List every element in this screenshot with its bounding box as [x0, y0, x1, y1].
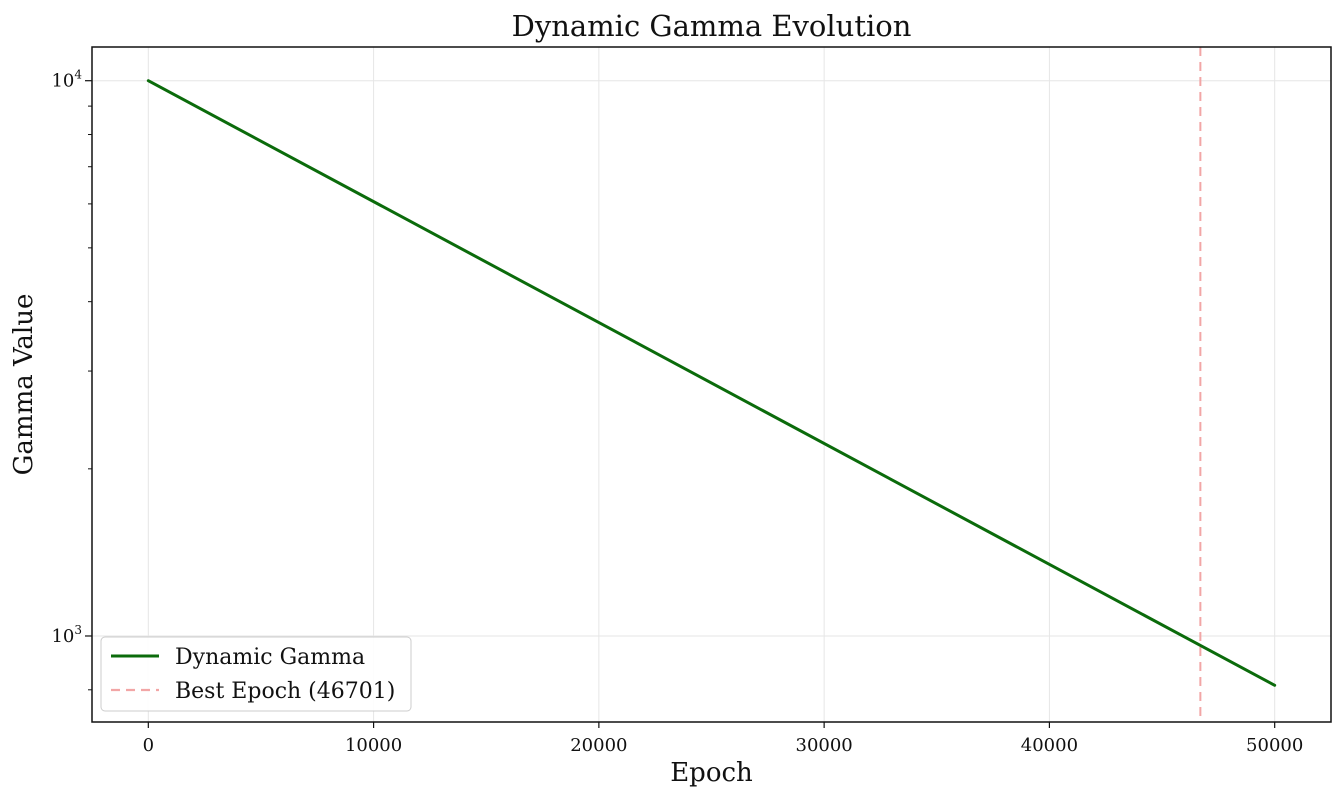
series-layer [146, 79, 1277, 687]
x-ticks: 0 10000 20000 30000 40000 50000 [143, 722, 1303, 756]
legend: Dynamic Gamma Best Epoch (46701) [100, 636, 412, 712]
x-tick-label-5: 50000 [1246, 735, 1303, 756]
legend-label-best-epoch: Best Epoch (46701) [175, 679, 395, 704]
x-tick-label-1: 10000 [345, 735, 402, 756]
x-tick-label-2: 20000 [570, 735, 627, 756]
series-line-dynamic-gamma [146, 79, 1277, 687]
legend-label-dynamic-gamma: Dynamic Gamma [175, 645, 365, 670]
grid [92, 47, 1331, 722]
plot-frame [91, 46, 1332, 723]
chart-title: Dynamic Gamma Evolution [512, 9, 912, 43]
x-axis-label: Epoch [670, 758, 753, 788]
x-tick-label-4: 40000 [1021, 735, 1078, 756]
legend-box [100, 636, 412, 712]
x-tick-label-3: 30000 [796, 735, 853, 756]
y-axis-label: Gamma Value [9, 294, 39, 476]
x-tick-label-0: 0 [143, 735, 154, 756]
